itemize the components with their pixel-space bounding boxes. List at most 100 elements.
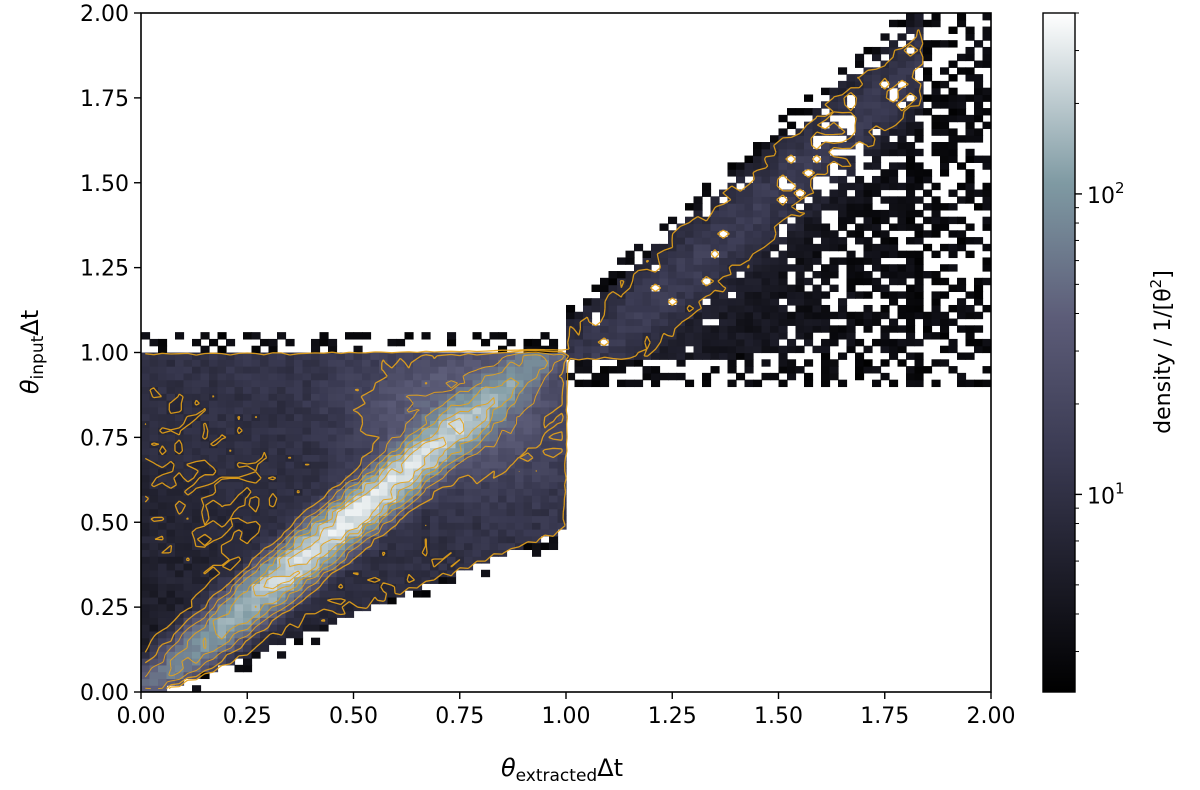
heatmap-cell: [625, 379, 635, 388]
heatmap-cell: [268, 366, 278, 374]
heatmap-cell: [846, 80, 856, 89]
heatmap-cell: [285, 447, 295, 455]
heatmap-cell: [158, 474, 168, 483]
heatmap-cell: [209, 617, 219, 625]
heatmap-cell: [617, 298, 627, 306]
heatmap-cell: [889, 203, 899, 211]
heatmap-cell: [464, 372, 474, 381]
heatmap-cell: [481, 420, 491, 428]
heatmap-cell: [872, 366, 882, 374]
heatmap-cell: [532, 359, 542, 367]
heatmap-cell: [965, 67, 975, 75]
heatmap-cell: [404, 576, 414, 584]
heatmap-cell: [821, 304, 831, 313]
heatmap-cell: [974, 298, 984, 306]
heatmap-cell: [574, 311, 584, 320]
heatmap-cell: [838, 67, 848, 75]
heatmap-cell: [217, 556, 227, 564]
heatmap-cell: [175, 535, 185, 544]
heatmap-cell: [294, 467, 304, 476]
heatmap-cell: [515, 529, 525, 537]
heatmap-cell: [268, 447, 278, 455]
heatmap-cell: [506, 447, 516, 455]
heatmap-cell: [175, 379, 185, 388]
heatmap-cell: [974, 135, 984, 143]
heatmap-cell: [761, 216, 771, 225]
heatmap-cell: [872, 74, 882, 82]
heatmap-cell: [421, 386, 431, 394]
heatmap-cell: [557, 366, 567, 374]
heatmap-cell: [489, 549, 499, 557]
heatmap-cell: [889, 114, 899, 123]
heatmap-cell: [379, 495, 389, 503]
heatmap-cell: [192, 596, 202, 605]
heatmap-cell: [744, 352, 754, 360]
heatmap-cell: [158, 508, 168, 517]
heatmap-cell: [855, 189, 865, 197]
heatmap-cell: [447, 338, 457, 347]
heatmap-cell: [863, 196, 873, 204]
heatmap-cell: [481, 393, 491, 401]
heatmap-cell: [906, 80, 916, 89]
heatmap-cell: [685, 271, 695, 279]
heatmap-cell: [880, 196, 890, 204]
heatmap-cell: [914, 33, 924, 41]
heatmap-cell: [379, 515, 389, 523]
heatmap-cell: [719, 237, 729, 245]
heatmap-cell: [294, 359, 304, 367]
heatmap-cell: [294, 461, 304, 469]
heatmap-cell: [396, 454, 406, 462]
heatmap-cell: [370, 596, 380, 605]
heatmap-cell: [668, 257, 678, 265]
heatmap-cell: [540, 406, 550, 415]
heatmap-cell: [974, 237, 984, 245]
heatmap-cell: [778, 142, 788, 150]
heatmap-cell: [982, 366, 991, 374]
heatmap-cell: [846, 203, 856, 211]
heatmap-cell: [183, 495, 193, 503]
heatmap-cell: [217, 433, 227, 442]
heatmap-cell: [192, 644, 202, 652]
y-axis-label-subscript: input: [28, 335, 48, 379]
heatmap-cell: [141, 433, 151, 442]
heatmap-cell: [583, 345, 593, 354]
heatmap-cell: [328, 603, 338, 612]
heatmap-cell: [498, 467, 508, 476]
heatmap-cell: [523, 508, 533, 517]
heatmap-cell: [557, 474, 567, 483]
heatmap-cell: [872, 87, 882, 96]
heatmap-cell: [345, 556, 355, 564]
heatmap-cell: [455, 529, 465, 537]
heatmap-cell: [625, 352, 635, 360]
heatmap-cell: [370, 556, 380, 564]
heatmap-cell: [200, 576, 210, 584]
heatmap-cell: [294, 427, 304, 435]
heatmap-cell: [430, 413, 440, 421]
heatmap-cell: [855, 318, 865, 326]
heatmap-cell: [804, 379, 814, 388]
heatmap-cell: [149, 495, 159, 503]
heatmap-cell: [889, 209, 899, 218]
heatmap-cell: [727, 366, 737, 374]
heatmap-cell: [838, 379, 848, 388]
heatmap-cell: [940, 162, 950, 170]
heatmap-cell: [744, 182, 754, 191]
heatmap-cell: [447, 515, 457, 523]
heatmap-cell: [319, 522, 329, 530]
heatmap-cell: [770, 203, 780, 211]
y-axis-label: θinputΔt: [16, 310, 48, 394]
heatmap-cell: [192, 461, 202, 469]
heatmap-cell: [353, 596, 363, 605]
heatmap-cell: [498, 542, 508, 551]
heatmap-cell: [940, 40, 950, 48]
heatmap-cell: [770, 277, 780, 286]
heatmap-cell: [149, 406, 159, 415]
heatmap-cell: [447, 447, 457, 455]
heatmap-cell: [591, 345, 601, 354]
heatmap-cell: [311, 481, 321, 489]
heatmap-cell: [328, 467, 338, 476]
heatmap-cell: [217, 644, 227, 652]
heatmap-cell: [345, 610, 355, 618]
heatmap-cell: [608, 345, 618, 354]
heatmap-cell: [404, 427, 414, 435]
